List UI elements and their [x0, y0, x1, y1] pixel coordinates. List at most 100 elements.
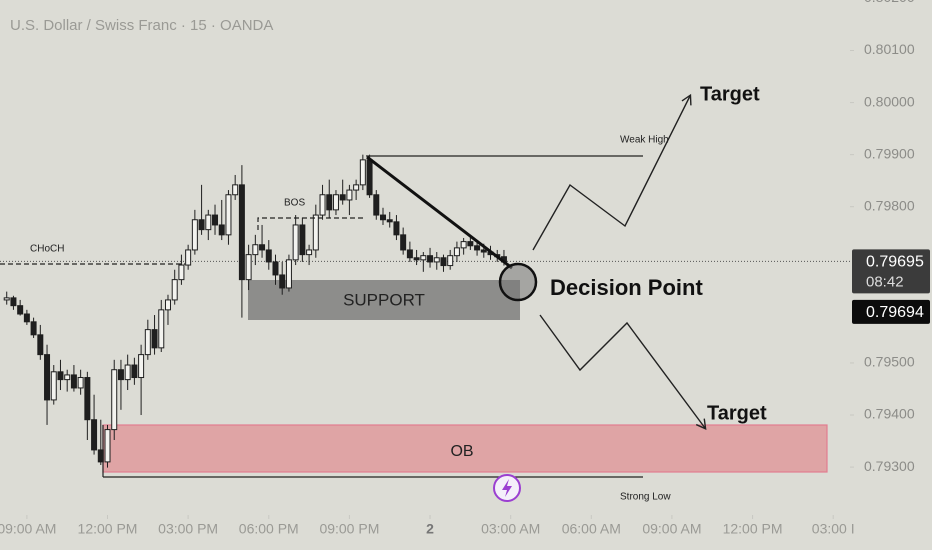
x-tick-label: 03:00 AM [481, 521, 540, 537]
candle-body [299, 224, 306, 256]
candle-body [413, 257, 420, 261]
x-tick-label: 2 [426, 521, 434, 537]
candle-body [245, 254, 252, 281]
candle-body [37, 334, 44, 356]
strong-low-label: Strong Low [620, 492, 671, 503]
candle-body [366, 159, 373, 196]
y-tick-label: 0.79900 [864, 145, 915, 161]
candle-body [191, 219, 198, 251]
x-tick-label: 06:00 PM [239, 521, 299, 537]
candle-body [218, 224, 225, 236]
candle-body [332, 194, 339, 211]
candle-body [447, 255, 454, 267]
candle-body [151, 329, 158, 349]
decision-circle [498, 262, 538, 302]
candle-body [164, 299, 171, 311]
candle-body [265, 249, 272, 263]
candle-body [326, 194, 333, 211]
candle-body [50, 371, 57, 401]
candle-body [427, 255, 434, 263]
candle-body [312, 214, 319, 251]
x-tick-label: 03:00 I [812, 521, 855, 537]
candle-body [467, 241, 474, 247]
candle-body [131, 364, 138, 379]
drawings: CHoCH BOS Weak High Strong Low SUPPORT D… [0, 83, 767, 503]
axes: 0.80200 0.80100 0.80000 0.79900 0.79800 0.795… [0, 0, 930, 537]
candle-body [353, 184, 360, 191]
y-tick-label: 0.80100 [864, 41, 915, 57]
candle-body [453, 247, 460, 257]
candle-body [178, 264, 185, 281]
y-tick-label: 0.79500 [864, 354, 915, 370]
target-down-label: Target [707, 402, 767, 424]
candle-body [57, 371, 64, 381]
y-tick-label: 0.79800 [864, 197, 915, 213]
x-tick-label: 09:00 AM [642, 521, 701, 537]
trendline [366, 155, 513, 270]
candle-body [44, 354, 51, 401]
last-price-box [852, 299, 930, 324]
zones [102, 280, 828, 473]
arrow-up [532, 93, 692, 251]
candle-body [225, 194, 232, 236]
candle-body [10, 297, 17, 307]
candle-body [158, 309, 165, 349]
candle-body [400, 234, 407, 251]
candle-body [30, 321, 37, 336]
weak-high-label: Weak High [620, 135, 669, 146]
candle-body [232, 184, 239, 196]
candle-body [406, 249, 413, 259]
candle-body [111, 369, 118, 431]
candle-body [238, 184, 245, 281]
x-tick-label: 12:00 PM [78, 521, 138, 537]
candle-body [144, 329, 151, 356]
candle-body [171, 279, 178, 301]
y-tick-label: 0.80000 [864, 93, 915, 109]
price-label: 0.79695 [866, 254, 924, 271]
candle-body [84, 377, 91, 421]
candle-body [480, 249, 487, 253]
candle-body [474, 245, 481, 251]
candle-body [319, 194, 326, 216]
y-tick-label: 0.80200 [864, 0, 915, 5]
bos-line [257, 217, 365, 230]
y-tick-label: 0.79300 [864, 458, 915, 474]
candle-body [420, 255, 427, 261]
candle-body [17, 305, 24, 315]
bos-label: BOS [284, 198, 305, 209]
alert-bolt [502, 479, 512, 497]
candle-body [70, 374, 77, 389]
last-price-label: 0.79694 [866, 304, 924, 321]
ob-zone [102, 424, 828, 473]
choch-label: CHoCH [30, 244, 64, 255]
target-up-label: Target [700, 83, 760, 105]
chart-title: U.S. Dollar / Swiss Franc · 15 · OANDA [10, 17, 273, 34]
candle-body [104, 429, 111, 463]
candle-body [91, 419, 98, 451]
candle-body [77, 377, 84, 389]
x-tick-label: 06:00 AM [562, 521, 621, 537]
candle-body [185, 249, 192, 266]
candle-body [285, 259, 292, 289]
candle-body [117, 369, 124, 381]
x-tick-label: 03:00 PM [158, 521, 218, 537]
ob-label: OB [450, 443, 473, 460]
candles [0, 154, 850, 468]
candle-body [386, 219, 393, 223]
candle-body [138, 354, 145, 379]
candle-body [279, 274, 286, 289]
candle-body [252, 244, 259, 256]
candle-body [64, 374, 71, 381]
candle-body [373, 194, 380, 216]
candle-body [3, 297, 10, 301]
candle-body [259, 244, 266, 251]
x-tick-label: 09:00 PM [319, 521, 379, 537]
support-zone [248, 280, 520, 320]
support-label: SUPPORT [343, 290, 425, 309]
y-tick-label: 0.79400 [864, 406, 915, 422]
candle-body [306, 249, 313, 256]
arrow-down [539, 314, 707, 430]
candle-body [440, 257, 447, 267]
candle-body [393, 221, 400, 236]
